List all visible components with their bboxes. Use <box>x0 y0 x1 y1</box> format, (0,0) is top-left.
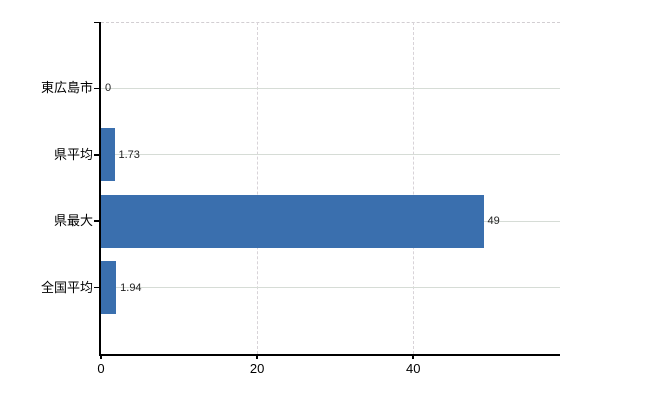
plot-top-border <box>101 22 560 23</box>
y-axis-label: 東広島市 <box>40 80 93 96</box>
bar <box>101 194 484 248</box>
y-axis-line <box>99 22 101 355</box>
x-axis-tick-label: 40 <box>406 361 421 376</box>
x-axis-tick-label: 20 <box>249 361 265 376</box>
y-axis-tick <box>94 87 99 90</box>
y-axis-label: 県平均 <box>53 146 93 162</box>
x-axis-tick <box>412 354 414 359</box>
bar-value-label: 0 <box>105 82 112 95</box>
x-axis-line <box>99 354 560 356</box>
v-gridline <box>257 22 259 354</box>
bar <box>101 261 117 315</box>
y-axis-top-cap <box>94 21 99 23</box>
bar <box>101 128 115 182</box>
bar-value-label: 49 <box>487 215 500 228</box>
x-axis-tick <box>256 354 258 359</box>
h-gridline <box>101 287 560 289</box>
y-axis-label: 全国平均 <box>40 279 93 295</box>
bar-value-label: 1.94 <box>120 281 142 294</box>
y-axis-label: 県最大 <box>53 213 93 229</box>
x-axis-tick <box>100 354 102 359</box>
y-axis-tick <box>94 154 99 156</box>
h-gridline <box>101 154 560 156</box>
x-axis-tick-label: 0 <box>97 361 105 376</box>
y-axis-tick <box>94 286 99 289</box>
bar-value-label: 1.73 <box>118 148 140 161</box>
v-gridline <box>413 22 415 354</box>
y-axis-tick <box>94 220 99 222</box>
h-gridline <box>101 87 560 89</box>
